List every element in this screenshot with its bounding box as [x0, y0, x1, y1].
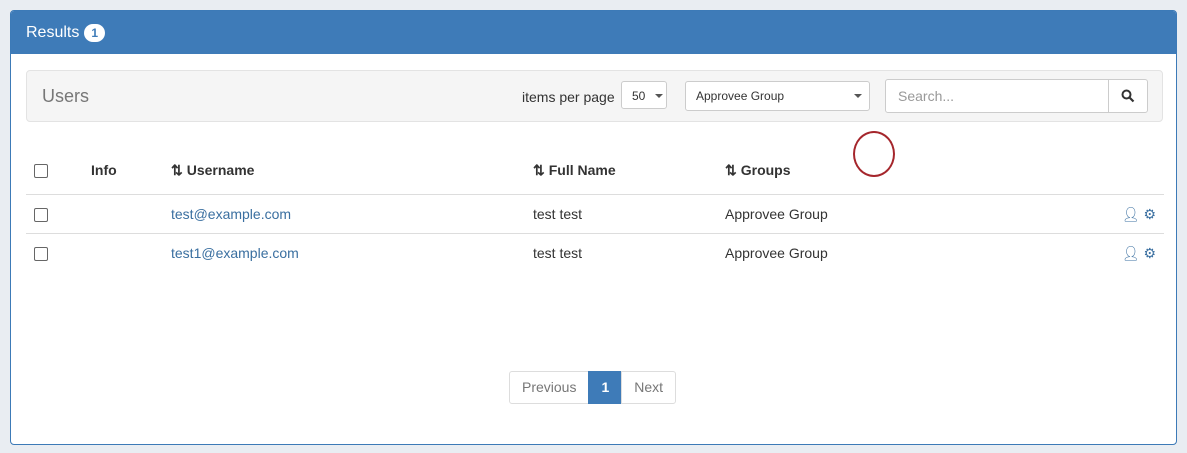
table-row: test@example.com test test Approvee Grou… [26, 194, 1164, 234]
sort-icon: ⇅ [171, 161, 183, 178]
results-panel: Results 1 Users items per page 50 Approv… [10, 10, 1177, 445]
select-all-checkbox[interactable] [34, 164, 48, 179]
search-button[interactable] [1108, 79, 1148, 113]
results-count-badge: 1 [84, 23, 106, 42]
full-name: test test [533, 245, 583, 261]
table-row: test1@example.com test test Approvee Gro… [26, 234, 1164, 273]
header-info: Info [91, 146, 171, 195]
next-button[interactable]: Next [621, 371, 677, 404]
sort-icon: ⇅ [533, 161, 545, 178]
header-groups[interactable]: ⇅ Groups [725, 146, 1037, 195]
chevron-down-icon[interactable] [854, 94, 862, 98]
pagination: Previous 1 Next [509, 371, 677, 404]
items-per-page-select[interactable]: 50 [621, 81, 667, 109]
gear-icon[interactable]: ⚙︎ [1143, 244, 1156, 261]
user-icon[interactable]: 👤︎ [1121, 205, 1140, 222]
header-full-name[interactable]: ⇅ Full Name [533, 146, 725, 195]
username-link[interactable]: test@example.com [171, 206, 292, 222]
users-table: Info ⇅ Username ⇅ Full Name ⇅ Groups test@e… [26, 146, 1164, 272]
search-input[interactable] [885, 79, 1109, 113]
toolbar-title: Users [42, 86, 90, 106]
groups: Approvee Group [725, 245, 828, 261]
page-1-button[interactable]: 1 [588, 371, 623, 404]
row-checkbox[interactable] [34, 247, 48, 262]
row-checkbox[interactable] [34, 208, 48, 223]
previous-button[interactable]: Previous [509, 371, 590, 404]
gear-icon[interactable]: ⚙︎ [1143, 205, 1156, 222]
username-link[interactable]: test1@example.com [171, 245, 299, 261]
panel-title: Results [26, 23, 80, 41]
toolbar: Users items per page 50 Approvee Group [26, 70, 1163, 177]
user-icon[interactable]: 👤︎ [1121, 244, 1140, 261]
group-filter-value: Approvee Group [696, 89, 785, 103]
sort-icon: ⇅ [725, 161, 737, 178]
table-header-row: Info ⇅ Username ⇅ Full Name ⇅ Groups [26, 146, 1164, 195]
items-per-page-value: 50 [632, 89, 646, 103]
panel-header: Results 1 [11, 11, 1176, 54]
chevron-down-icon [655, 94, 663, 98]
header-username[interactable]: ⇅ Username [171, 146, 533, 195]
groups: Approvee Group [725, 194, 1037, 234]
group-filter-select[interactable]: Approvee Group [685, 81, 870, 111]
search-icon [1121, 89, 1135, 103]
full-name: test test [533, 194, 725, 234]
items-per-page-label: items per page [522, 89, 615, 105]
